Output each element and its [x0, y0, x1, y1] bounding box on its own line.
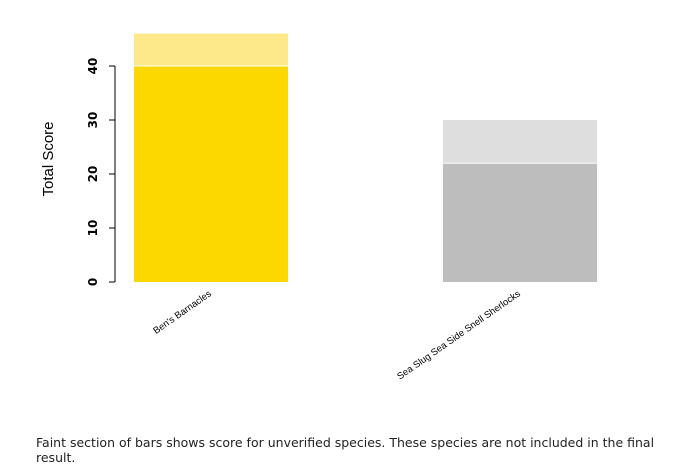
category-labels: Ben's Barnacles Sea Slug Sea Side Snell S…	[151, 288, 523, 382]
y-tick-label-0: 0	[86, 278, 100, 286]
bar-chart: 0 10 20 30 40 Ben's Barnacles Sea Slug Sea Si…	[40, 33, 597, 382]
chart-svg: 0 10 20 30 40 Ben's Barnacles Sea Slug Sea Si…	[40, 33, 597, 382]
chart-caption: Faint section of bars shows score for un…	[36, 435, 655, 465]
bar-segment-unverified-0	[134, 33, 288, 66]
y-tick-label-20: 20	[86, 166, 100, 183]
y-axis-label: Total Score	[40, 121, 57, 196]
y-tick-label-40: 40	[86, 58, 100, 75]
bar-segment-unverified-1	[443, 120, 597, 164]
y-tick-label-30: 30	[86, 112, 100, 129]
y-tick-label-10: 10	[86, 220, 100, 237]
bars-layer	[134, 33, 597, 282]
bar-segment-verified-0	[134, 66, 288, 282]
category-label-1: Sea Slug Sea Side Snell Sherlocks	[395, 288, 523, 382]
y-axis: 0 10 20 30 40	[86, 58, 116, 286]
category-label-0: Ben's Barnacles	[151, 288, 214, 336]
bar-segment-verified-1	[443, 163, 597, 282]
